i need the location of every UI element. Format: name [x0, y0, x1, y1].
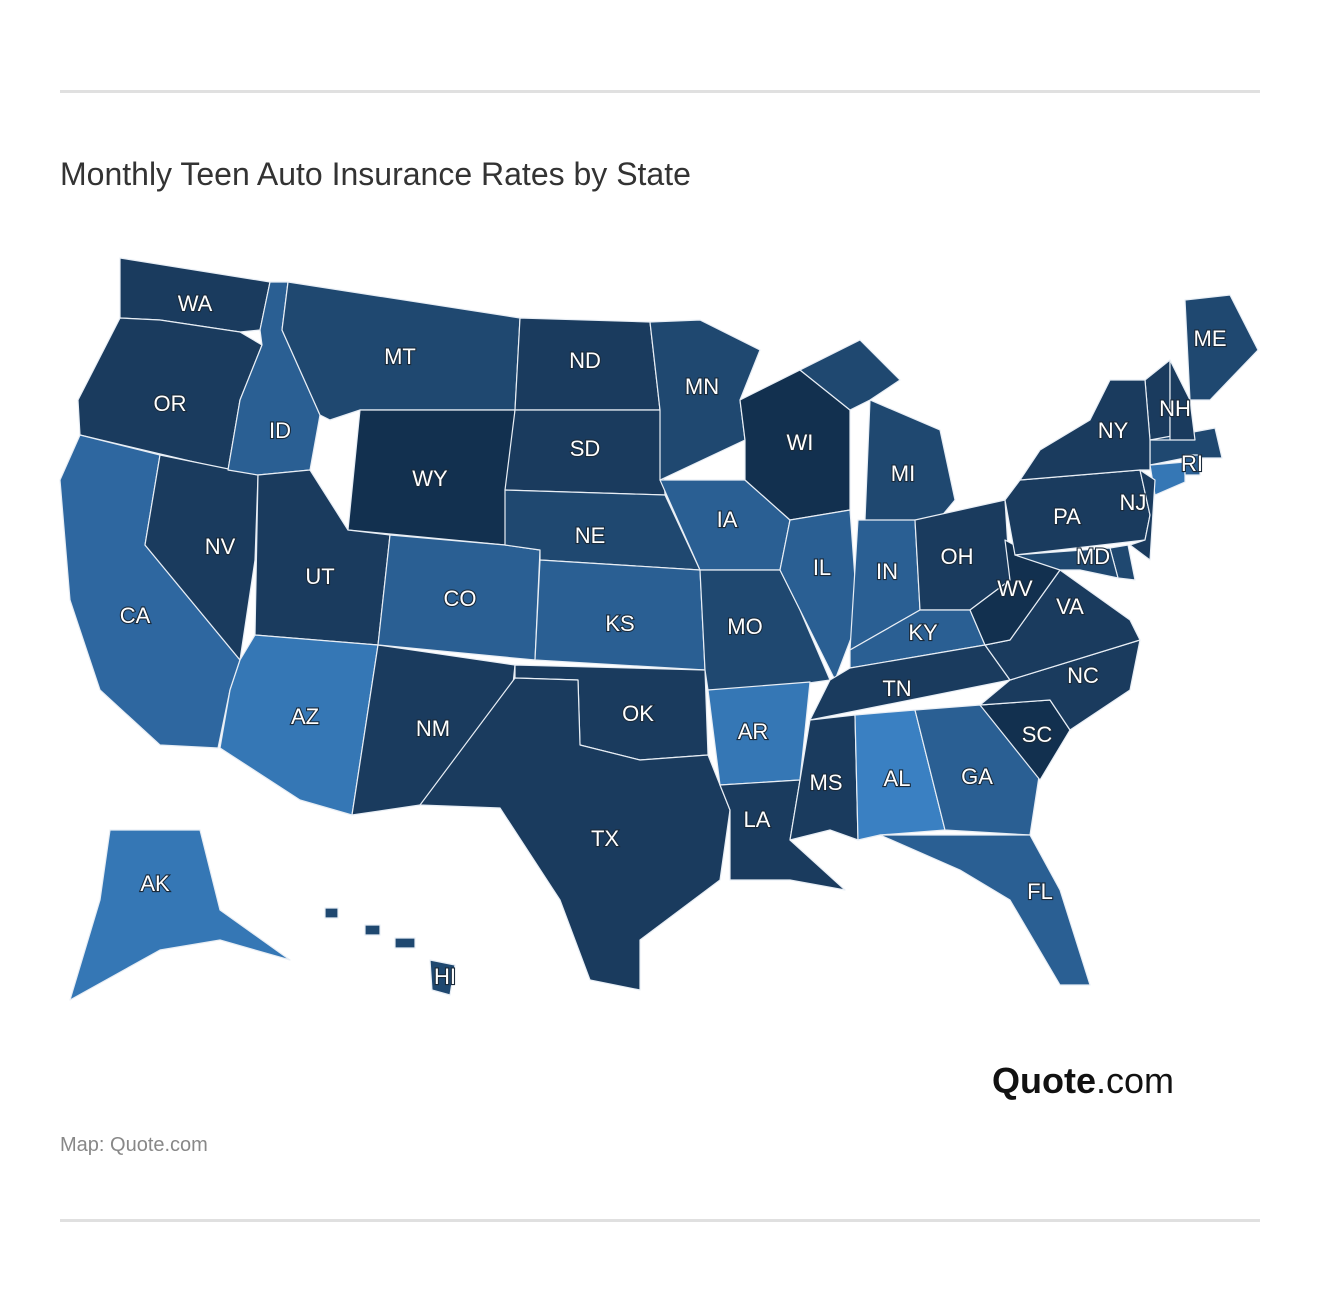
state-shape [419, 677, 731, 991]
bottom-rule [60, 1219, 1260, 1222]
state-label: ID [269, 418, 291, 443]
state-ct [1149, 461, 1186, 496]
state-shape [1014, 547, 1119, 579]
logo-name: Quote [992, 1060, 1096, 1101]
state-label: ND [569, 348, 601, 373]
state-shape [69, 829, 291, 1001]
state-label: SC [1022, 722, 1053, 747]
state-shape [1129, 469, 1156, 561]
state-label: TN [882, 676, 911, 701]
state-label: MO [727, 614, 762, 639]
state-label: MD [1076, 544, 1110, 569]
state-shape [799, 339, 901, 411]
title: Monthly Teen Auto Insurance Rates by Sta… [60, 156, 691, 192]
state-label: FL [1027, 879, 1053, 904]
state-label: WV [997, 576, 1033, 601]
state-label: AL [884, 766, 911, 791]
state-label: LA [744, 807, 771, 832]
state-label: UT [305, 564, 334, 589]
state-label: VA [1056, 594, 1084, 619]
state-label: SD [570, 436, 601, 461]
state-label: MT [384, 344, 416, 369]
state-label: AZ [291, 704, 319, 729]
state-label: OK [622, 701, 654, 726]
state-label: GA [961, 764, 993, 789]
state-label: OH [941, 544, 974, 569]
state-shape [879, 834, 1091, 986]
state-label: NE [575, 523, 606, 548]
state-label: HI [434, 964, 456, 989]
state-label: AK [140, 871, 170, 896]
state-label: NC [1067, 663, 1099, 688]
state-label: NV [205, 534, 236, 559]
state-label: AR [738, 719, 769, 744]
state-label: WI [787, 430, 814, 455]
state-shape [854, 709, 946, 841]
state-label: ME [1194, 326, 1227, 351]
state-label: IN [876, 559, 898, 584]
state-label: OR [154, 391, 187, 416]
state-label: MN [685, 374, 719, 399]
state-label: NY [1098, 418, 1129, 443]
state-label: KS [605, 611, 634, 636]
logo-suffix: .com [1096, 1060, 1175, 1101]
state-label: MI [891, 461, 915, 486]
state-shape [1184, 294, 1259, 401]
top-rule [60, 90, 1260, 93]
state-label: WY [412, 466, 448, 491]
state-shape [1149, 359, 1196, 441]
state-label: PA [1053, 504, 1081, 529]
state-label: RI [1181, 451, 1203, 476]
state-label: CO [444, 586, 477, 611]
state-label: NH [1159, 396, 1191, 421]
state-shape [394, 937, 416, 949]
state-label: WA [178, 291, 213, 316]
state-shape [1019, 379, 1151, 481]
state-label: MS [810, 770, 843, 795]
state-label: NM [416, 716, 450, 741]
state-label: IA [717, 507, 738, 532]
state-label: TX [591, 826, 619, 851]
state-shape [429, 959, 456, 996]
state-shape [364, 924, 381, 936]
state-label: CA [120, 603, 151, 628]
state-label: IL [813, 555, 831, 580]
logo: Quote.com [992, 1060, 1174, 1102]
state-label: NJ [1120, 490, 1147, 515]
source: Map: Quote.com [60, 1134, 208, 1156]
state-label: KY [908, 620, 938, 645]
state-shape [324, 907, 339, 919]
state-shape [1184, 454, 1201, 476]
